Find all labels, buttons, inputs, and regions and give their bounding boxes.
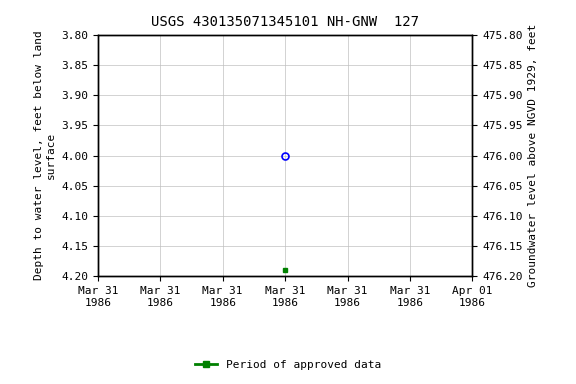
Legend: Period of approved data: Period of approved data: [191, 356, 385, 375]
Y-axis label: Groundwater level above NGVD 1929, feet: Groundwater level above NGVD 1929, feet: [528, 24, 538, 287]
Title: USGS 430135071345101 NH-GNW  127: USGS 430135071345101 NH-GNW 127: [151, 15, 419, 29]
Y-axis label: Depth to water level, feet below land
surface: Depth to water level, feet below land su…: [34, 31, 56, 280]
